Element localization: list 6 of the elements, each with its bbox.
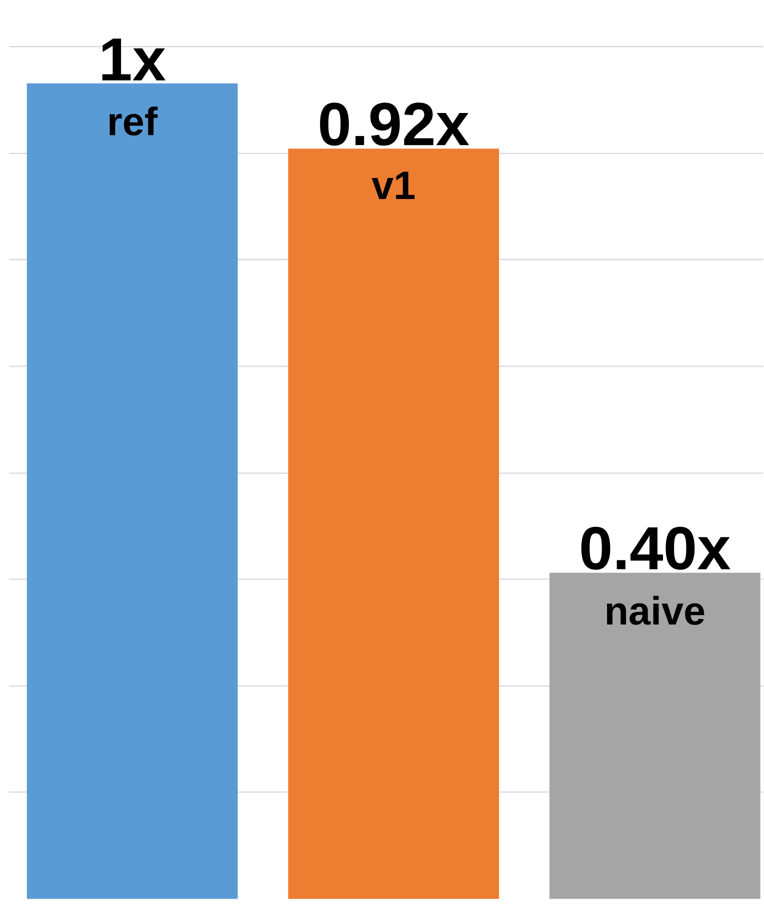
- data-label: 1x: [102, 38, 166, 80]
- data-label: 0.40x: [581, 526, 730, 570]
- data-label: 0.92x: [320, 102, 470, 146]
- x-tick-label: naive: [606, 596, 704, 625]
- x-tick-label: ref: [110, 106, 158, 136]
- x-tick-label: v1: [372, 172, 415, 199]
